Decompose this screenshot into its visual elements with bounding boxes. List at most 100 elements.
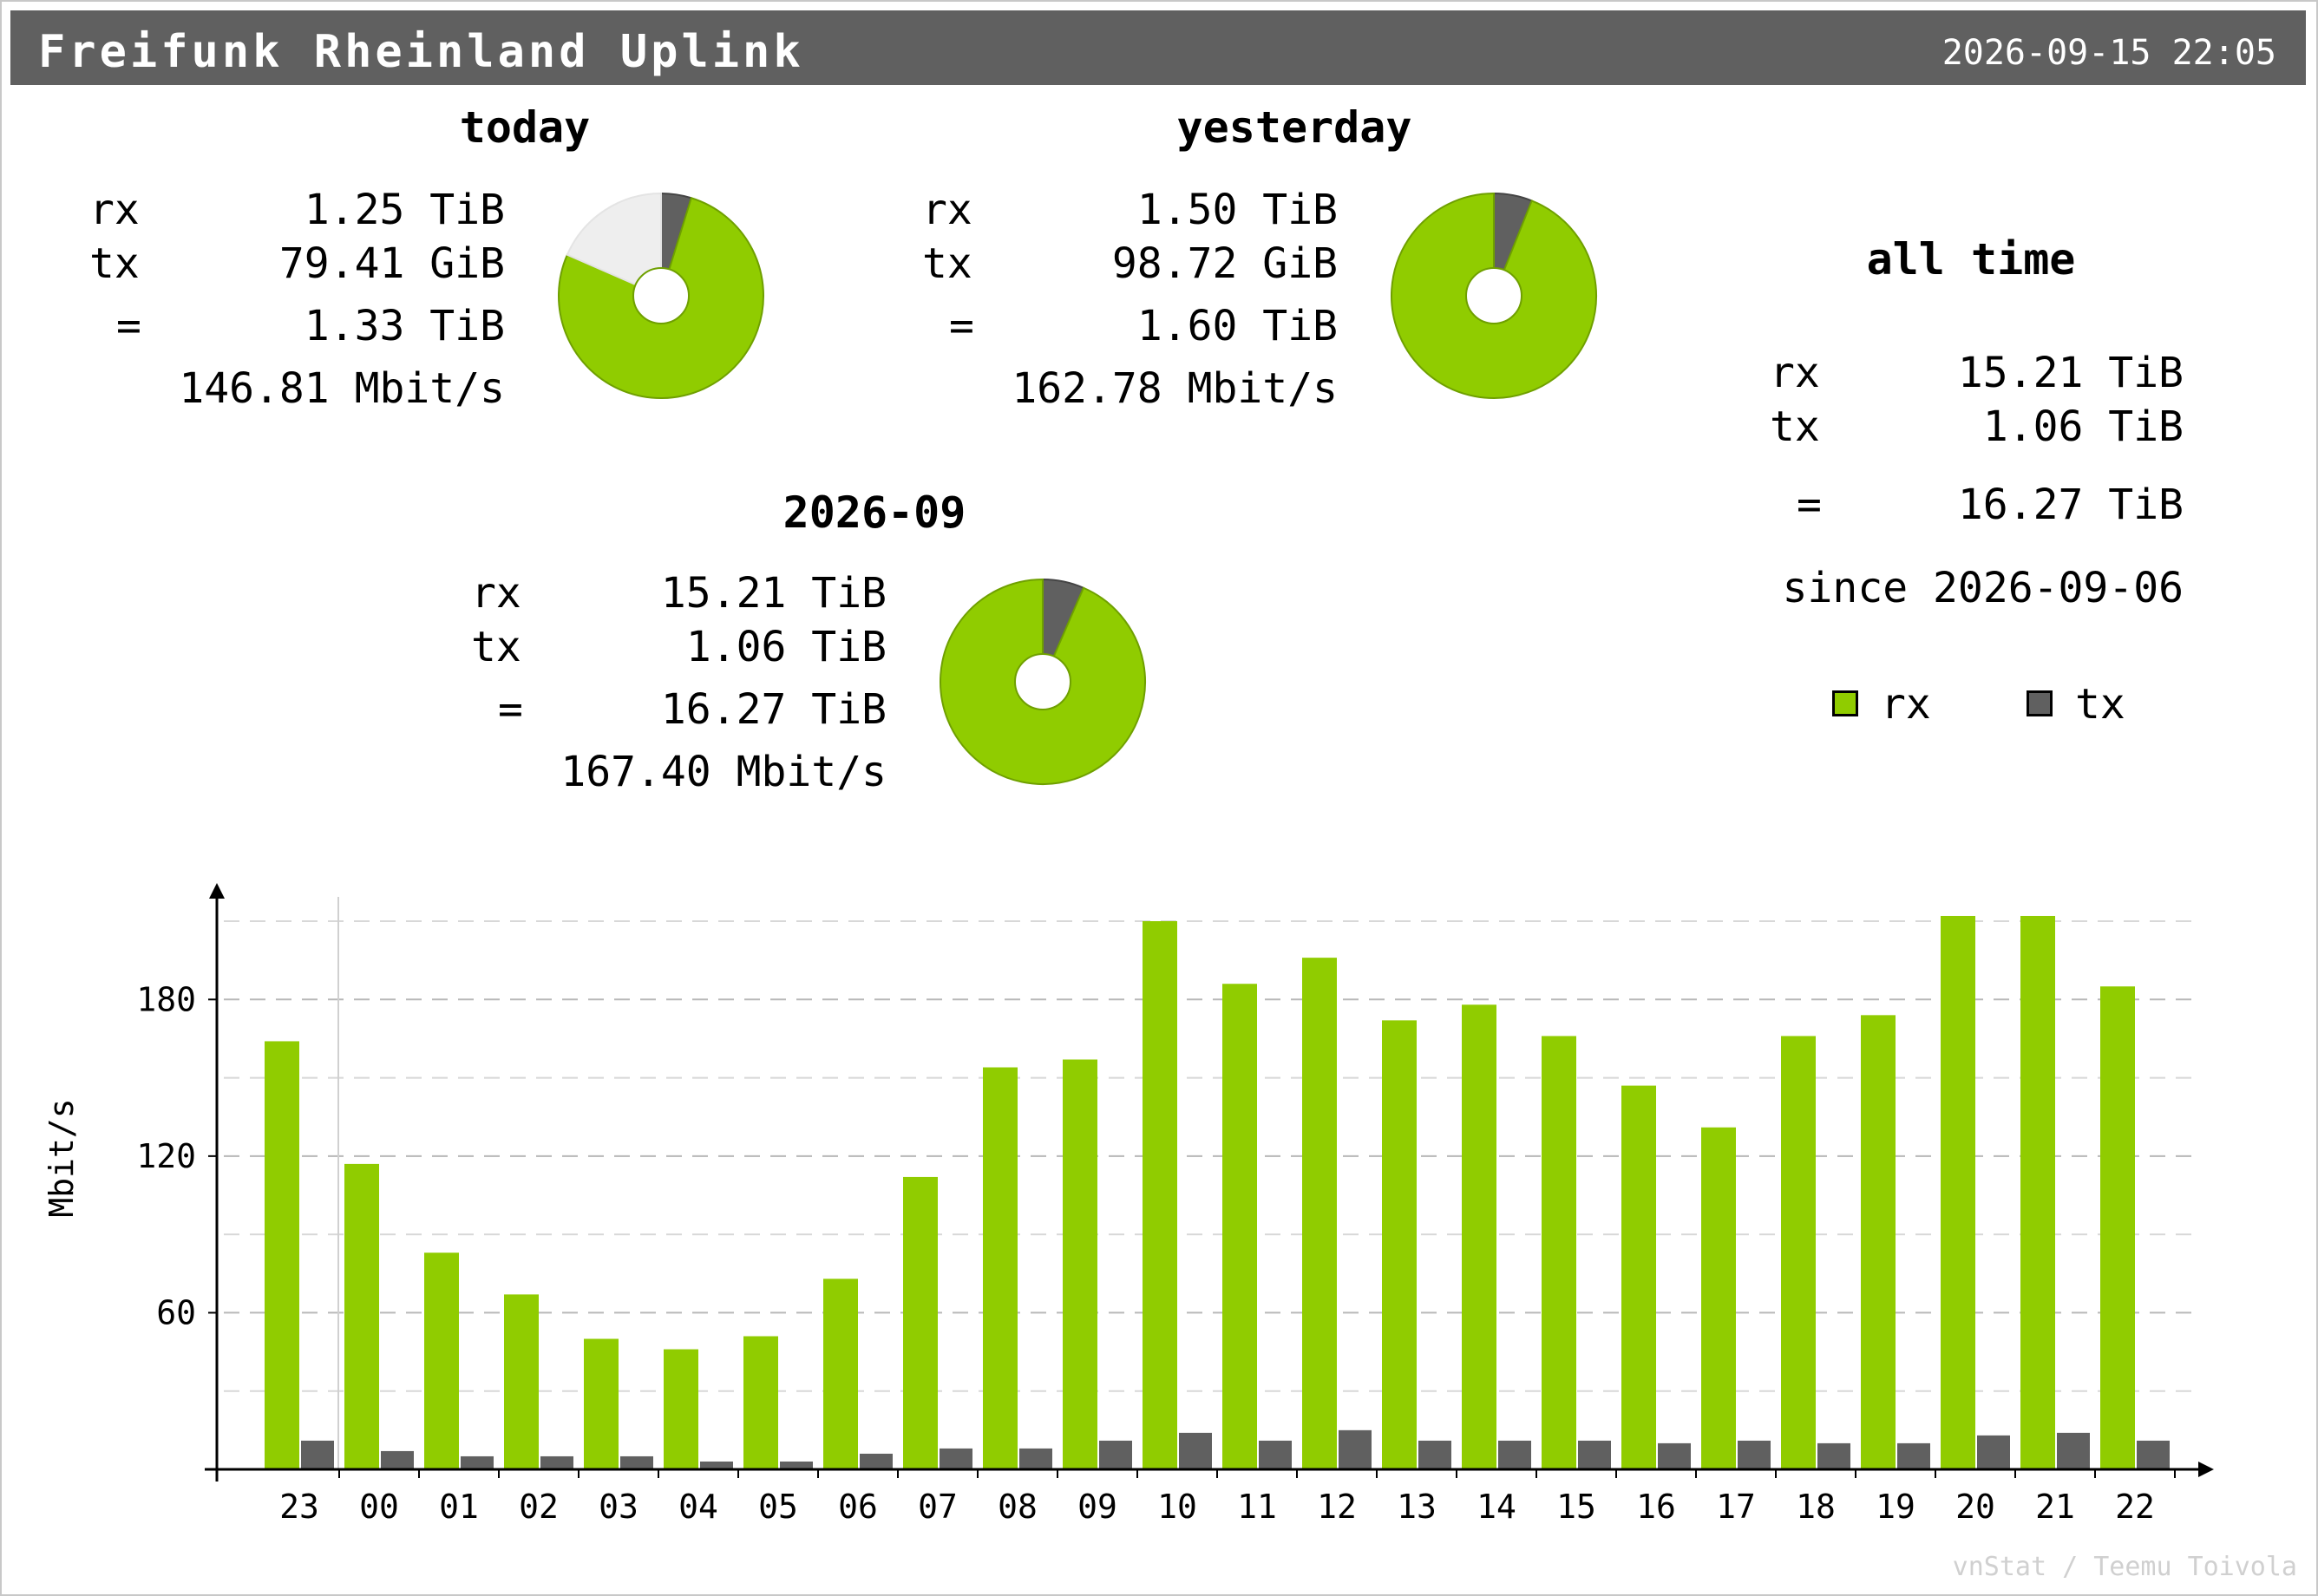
all-time-tx-value: 1.06 TiB: [1982, 402, 2184, 451]
x-tick-label-17: 17: [1716, 1488, 1756, 1526]
today-total-value: 1.33 TiB: [304, 302, 505, 350]
bar-rx-03: [584, 1338, 619, 1469]
bar-rx-07: [903, 1176, 938, 1469]
bar-tx-19: [1897, 1442, 1930, 1469]
x-tick-label-05: 05: [758, 1488, 798, 1526]
x-tick-label-16: 16: [1636, 1488, 1676, 1526]
month-heading: 2026-09: [782, 487, 966, 538]
bar-series: [265, 915, 2170, 1469]
legend-tx-label: tx: [2075, 680, 2125, 729]
x-tick-label-13: 13: [1397, 1488, 1437, 1526]
app-title: Freifunk Rheinland Uplink: [38, 26, 804, 78]
today-pie-unused-slice: [566, 192, 662, 298]
month-rate: 167.40 Mbit/s: [560, 748, 887, 796]
bar-tx-09: [1099, 1440, 1132, 1469]
bar-rx-12: [1302, 958, 1337, 1469]
month-tx-value: 1.06 TiB: [685, 623, 887, 671]
bar-tx-00: [381, 1450, 414, 1469]
bar-tx-03: [620, 1455, 653, 1469]
legend-rx-label: rx: [1881, 680, 1931, 729]
pie-charts: [558, 192, 1597, 785]
x-tick-label-06: 06: [838, 1488, 878, 1526]
bar-rx-23: [265, 1041, 299, 1469]
bar-rx-15: [1542, 1036, 1576, 1469]
bar-tx-08: [1019, 1448, 1052, 1469]
bar-tx-18: [1817, 1442, 1850, 1469]
bar-tx-22: [2137, 1440, 2170, 1469]
bar-tx-21: [2057, 1432, 2090, 1469]
x-tick-label-21: 21: [2035, 1488, 2075, 1526]
yesterday-rate: 162.78 Mbit/s: [1012, 364, 1338, 413]
month-rx-value: 15.21 TiB: [660, 569, 887, 618]
bar-rx-04: [664, 1349, 698, 1469]
y-tick-label-180: 180: [136, 980, 196, 1018]
today-tx-label: tx: [89, 239, 140, 288]
all-time-tx-label: tx: [1770, 402, 1820, 451]
today-pie-hole: [632, 267, 690, 324]
x-tick-label-22: 22: [2115, 1488, 2155, 1526]
bar-rx-17: [1701, 1127, 1736, 1469]
all-time-rx-label: rx: [1770, 349, 1820, 397]
today-heading: today: [459, 102, 591, 153]
today-rx-value: 1.25 TiB: [304, 186, 505, 234]
today-pie: [558, 192, 764, 399]
bar-rx-19: [1861, 1015, 1896, 1469]
bar-tx-20: [1977, 1435, 2010, 1469]
bar-rx-20: [1941, 915, 1975, 1469]
bar-tx-05: [780, 1461, 813, 1469]
all-time-heading: all time: [1866, 234, 2076, 285]
x-tick-label-23: 23: [279, 1488, 319, 1526]
month-pie: [940, 578, 1146, 785]
bar-rx-10: [1143, 921, 1177, 1469]
x-tick-label-18: 18: [1796, 1488, 1836, 1526]
x-tick-label-08: 08: [998, 1488, 1038, 1526]
timestamp: 2026-09-15 22:05: [1941, 33, 2276, 73]
bar-rx-14: [1462, 1004, 1496, 1469]
y-axis-arrow: [209, 883, 225, 899]
bar-tx-15: [1578, 1440, 1611, 1469]
bar-tx-12: [1339, 1429, 1372, 1469]
bar-rx-13: [1382, 1020, 1417, 1469]
bar-tx-17: [1738, 1440, 1771, 1469]
bar-tx-10: [1179, 1432, 1212, 1469]
x-tick-label-20: 20: [1955, 1488, 1995, 1526]
y-axis-label: Mbit/s: [43, 1098, 81, 1217]
y-tick-labels: 60 120 180: [136, 980, 196, 1331]
bar-tx-16: [1658, 1442, 1691, 1469]
bar-rx-18: [1781, 1036, 1816, 1469]
x-tick-label-01: 01: [439, 1488, 479, 1526]
all-time-total-label: =: [1797, 481, 1822, 529]
all-time-since: since 2026-09-06: [1782, 564, 2184, 612]
bar-tx-07: [940, 1448, 972, 1469]
bar-rx-05: [743, 1336, 778, 1469]
all-time-rx-value: 15.21 TiB: [1957, 349, 2184, 397]
today-rate: 146.81 Mbit/s: [179, 364, 505, 413]
x-tick-label-07: 07: [918, 1488, 958, 1526]
x-tick-label-03: 03: [599, 1488, 638, 1526]
bar-tx-14: [1498, 1440, 1531, 1469]
bar-tx-23: [301, 1440, 334, 1469]
yesterday-heading: yesterday: [1176, 102, 1412, 153]
axes: [205, 883, 2214, 1482]
bar-rx-08: [983, 1067, 1018, 1469]
bar-rx-02: [504, 1294, 539, 1469]
bar-rx-22: [2100, 986, 2135, 1469]
bar-rx-09: [1063, 1059, 1097, 1469]
yesterday-total-value: 1.60 TiB: [1136, 302, 1338, 350]
legend-rx-swatch: [1832, 690, 1858, 716]
yesterday-pie-hole: [1465, 267, 1522, 324]
yesterday-tx-label: tx: [922, 239, 972, 288]
y-tick-label-120: 120: [136, 1137, 196, 1175]
month-tx-label: tx: [471, 623, 521, 671]
all-time-total-value: 16.27 TiB: [1957, 481, 2184, 529]
legend-tx-swatch: [2027, 690, 2053, 716]
x-tick-label-12: 12: [1317, 1488, 1357, 1526]
x-tick-label-00: 00: [359, 1488, 399, 1526]
month-rx-label: rx: [471, 569, 521, 618]
today-total-label: =: [116, 302, 141, 350]
bar-rx-11: [1222, 984, 1257, 1469]
bar-rx-01: [424, 1253, 459, 1469]
x-tick-label-10: 10: [1157, 1488, 1197, 1526]
yesterday-rx-value: 1.50 TiB: [1136, 186, 1338, 234]
